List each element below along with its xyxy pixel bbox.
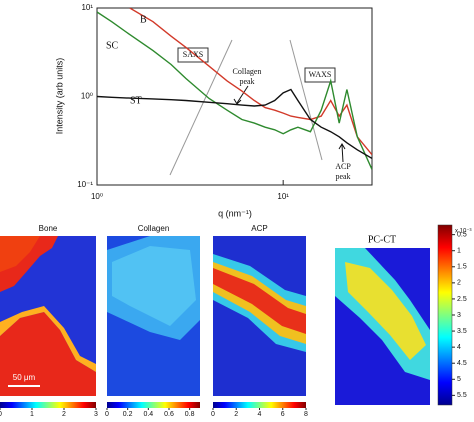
y-tick-label: 10¹	[81, 3, 93, 12]
panel-title: ACP	[251, 224, 267, 233]
colorbar-tick-label: 0.5	[457, 231, 467, 238]
colorbar	[437, 224, 453, 406]
annotation: Collagen	[233, 67, 262, 76]
waxs-box	[304, 67, 336, 83]
colorbar-tick-label: 2	[62, 411, 66, 417]
colorbar-tick-label: 1	[30, 411, 34, 417]
y-axis-label: Intensity (arb units)	[54, 58, 64, 135]
y-tick-label: 10⁻¹	[77, 180, 93, 189]
colorbar-tick-label: 5.5	[457, 392, 467, 399]
colorbar-tick-label: 8	[304, 411, 308, 417]
colorbar-tick-label: 2	[457, 280, 461, 287]
panel-title: PC-CT	[368, 234, 396, 245]
series-label: B	[140, 14, 147, 25]
colorbar-tick-label: 6	[281, 411, 285, 417]
colorbar-tick-label: 4.5	[457, 360, 467, 367]
colorbar-tick-label: 0.6	[164, 411, 174, 417]
lines	[97, 8, 372, 170]
scale-bar-label: 50 μm	[13, 373, 36, 382]
annotation: SAXS	[183, 50, 203, 59]
colorbar-tick-label: 3	[457, 312, 461, 319]
colorbar-tick-label: 0	[0, 411, 2, 417]
arrows	[233, 85, 346, 163]
colorbar-tick-label: 3	[94, 411, 98, 417]
annotation: peak	[239, 77, 254, 86]
guide-lines	[169, 39, 323, 176]
x-tick-label: 10¹	[277, 192, 289, 201]
collagen-map	[107, 236, 200, 396]
panel-title: Bone	[39, 224, 58, 233]
y-tick-label: 10⁰	[81, 92, 93, 101]
series-line	[97, 11, 372, 170]
series-label: ST	[130, 95, 142, 106]
colorbar-tick-label: 3.5	[457, 328, 467, 335]
colorbar-tick-label: 0.4	[143, 411, 153, 417]
colorbar-tick-label: 0	[211, 411, 215, 417]
acp-map	[213, 236, 306, 396]
colorbar-tick-label: 0.2	[123, 411, 133, 417]
x-axis-label: q (nm⁻¹)	[218, 208, 252, 218]
annotation: ACP	[335, 162, 351, 171]
bone-map	[0, 236, 96, 396]
colorbar	[0, 402, 96, 408]
colorbar-tick-label: 5	[457, 376, 461, 383]
colorbar	[107, 402, 200, 408]
colorbar-tick-label: 1.5	[457, 264, 467, 271]
colorbar-tick-label: 0.8	[185, 411, 195, 417]
colorbar-exponent: x 10⁻³	[455, 229, 472, 235]
x-tick-label: 10⁰	[91, 192, 103, 201]
colorbar-tick-label: 1	[457, 248, 461, 255]
colorbar-tick-label: 2	[234, 411, 238, 417]
pcct-map	[335, 248, 430, 405]
colorbar-tick-label: 0	[105, 411, 109, 417]
colorbar-tick-label: 4	[258, 411, 262, 417]
annotation: WAXS	[309, 70, 332, 79]
colorbar-tick-label: 4	[457, 344, 461, 351]
colorbar-tick-label: 2.5	[457, 296, 467, 303]
series-label: SC	[106, 40, 119, 51]
panel-title: Collagen	[138, 224, 170, 233]
series-line	[97, 88, 372, 160]
annotation: peak	[335, 172, 350, 181]
colorbar	[213, 402, 306, 408]
